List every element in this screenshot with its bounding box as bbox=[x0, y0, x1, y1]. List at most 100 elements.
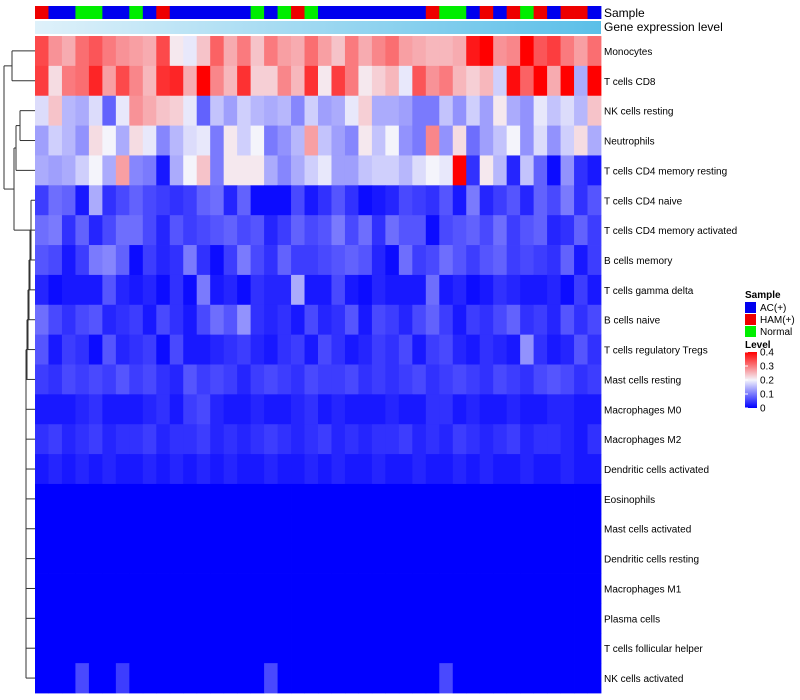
heatmap-cell bbox=[466, 603, 481, 634]
heatmap-cell bbox=[547, 663, 561, 694]
heatmap-cell bbox=[439, 573, 454, 604]
heatmap-cell bbox=[183, 304, 198, 336]
heatmap-cell bbox=[237, 65, 252, 97]
heatmap-cell bbox=[129, 274, 144, 306]
heatmap-cell bbox=[520, 274, 535, 306]
heatmap-cell bbox=[412, 573, 427, 604]
heatmap-cell bbox=[331, 424, 346, 455]
heatmap-cell bbox=[250, 424, 265, 455]
heatmap-cell bbox=[291, 603, 305, 634]
heatmap-cell bbox=[506, 185, 521, 216]
heatmap-cell bbox=[115, 633, 130, 664]
heatmap-cell bbox=[560, 513, 575, 545]
heatmap-cell bbox=[425, 424, 440, 455]
heatmap-cell bbox=[196, 603, 211, 634]
column-annotations bbox=[35, 6, 602, 34]
heatmap-cell bbox=[129, 454, 144, 485]
sample-annotation-cell bbox=[452, 6, 467, 19]
heatmap-cell bbox=[142, 424, 157, 455]
sample-annotation-cell bbox=[520, 6, 535, 19]
heatmap-cell bbox=[479, 663, 494, 694]
heatmap-cell bbox=[264, 274, 278, 306]
heatmap-cell bbox=[115, 245, 130, 276]
heatmap-cell bbox=[371, 155, 386, 186]
heatmap-cell bbox=[48, 185, 63, 216]
heatmap-cell bbox=[250, 125, 265, 156]
heatmap-cell bbox=[210, 394, 225, 425]
row-label: T cells CD4 naive bbox=[604, 196, 683, 207]
heatmap-cell bbox=[210, 155, 225, 186]
heatmap-cell bbox=[318, 185, 332, 216]
heatmap-cell bbox=[466, 95, 481, 126]
heatmap-cell bbox=[479, 36, 494, 67]
heatmap-cell bbox=[223, 603, 238, 634]
heatmap-cell bbox=[75, 364, 90, 395]
heatmap-cell bbox=[237, 334, 252, 365]
heatmap-cell bbox=[466, 274, 481, 306]
row-label: Dendritic cells resting bbox=[604, 555, 699, 566]
sample-annotation-cell bbox=[318, 6, 332, 19]
heatmap-cell bbox=[304, 603, 319, 634]
heatmap-cell bbox=[587, 454, 602, 485]
heatmap-cell bbox=[425, 573, 440, 604]
heatmap-cell bbox=[533, 125, 548, 156]
heatmap-cell bbox=[237, 573, 252, 604]
heatmap-cell bbox=[237, 424, 252, 455]
heatmap-cell bbox=[102, 573, 117, 604]
heatmap-cell bbox=[506, 603, 521, 634]
heatmap-cell bbox=[533, 364, 548, 395]
heatmap-cell bbox=[547, 334, 561, 365]
heatmap-cell bbox=[223, 394, 238, 425]
heatmap-cell bbox=[587, 364, 602, 395]
heatmap-cell bbox=[223, 245, 238, 276]
heatmap-cell bbox=[61, 185, 76, 216]
heatmap-cell bbox=[331, 573, 346, 604]
heatmap-cell bbox=[533, 155, 548, 186]
heatmap-cell bbox=[520, 95, 535, 126]
heatmap-cell bbox=[250, 543, 265, 574]
heatmap-cell bbox=[210, 245, 225, 276]
heatmap-cell bbox=[115, 95, 130, 126]
heatmap-cell bbox=[385, 215, 400, 246]
heatmap-cell bbox=[129, 334, 144, 365]
heatmap-cell bbox=[88, 215, 103, 246]
heatmap-cell bbox=[452, 424, 467, 455]
row-label: NK cells resting bbox=[604, 107, 673, 118]
heatmap-cell bbox=[88, 633, 103, 664]
heatmap-cell bbox=[129, 95, 144, 126]
heatmap-cell bbox=[196, 65, 211, 97]
heatmap-cell bbox=[331, 603, 346, 634]
heatmap-cell bbox=[520, 483, 535, 515]
heatmap-cell bbox=[223, 573, 238, 604]
heatmap-cell bbox=[291, 573, 305, 604]
heatmap-cell bbox=[223, 36, 238, 67]
heatmap-cell bbox=[210, 36, 225, 67]
heatmap-cell bbox=[587, 573, 602, 604]
heatmap-cell bbox=[385, 125, 400, 156]
heatmap-cell bbox=[250, 483, 265, 515]
heatmap-cell bbox=[452, 155, 467, 186]
heatmap-cell bbox=[237, 364, 252, 395]
heatmap-cell bbox=[237, 394, 252, 425]
heatmap-cell bbox=[560, 483, 575, 515]
heatmap-cell bbox=[156, 95, 171, 126]
sample-annotation-cell bbox=[210, 6, 225, 19]
heatmap-cell bbox=[358, 483, 373, 515]
heatmap-cell bbox=[318, 513, 332, 545]
heatmap-cell bbox=[196, 663, 211, 694]
heatmap-cell bbox=[250, 633, 265, 664]
heatmap-cell bbox=[506, 215, 521, 246]
heatmap-cell bbox=[129, 543, 144, 574]
legend-entry-label: Normal bbox=[760, 327, 792, 338]
heatmap-cell bbox=[223, 95, 238, 126]
heatmap-cell bbox=[61, 633, 76, 664]
heatmap-cell bbox=[169, 304, 184, 336]
heatmap-cell bbox=[237, 663, 252, 694]
heatmap-cell bbox=[574, 454, 588, 485]
heatmap-cell bbox=[183, 603, 198, 634]
heatmap-cell bbox=[466, 513, 481, 545]
row-labels: Monocytes T cells CD8 NK cells resting Neut… bbox=[604, 47, 737, 685]
heatmap-cell bbox=[493, 215, 508, 246]
heatmap-cell bbox=[223, 513, 238, 545]
heatmap-cell bbox=[506, 245, 521, 276]
